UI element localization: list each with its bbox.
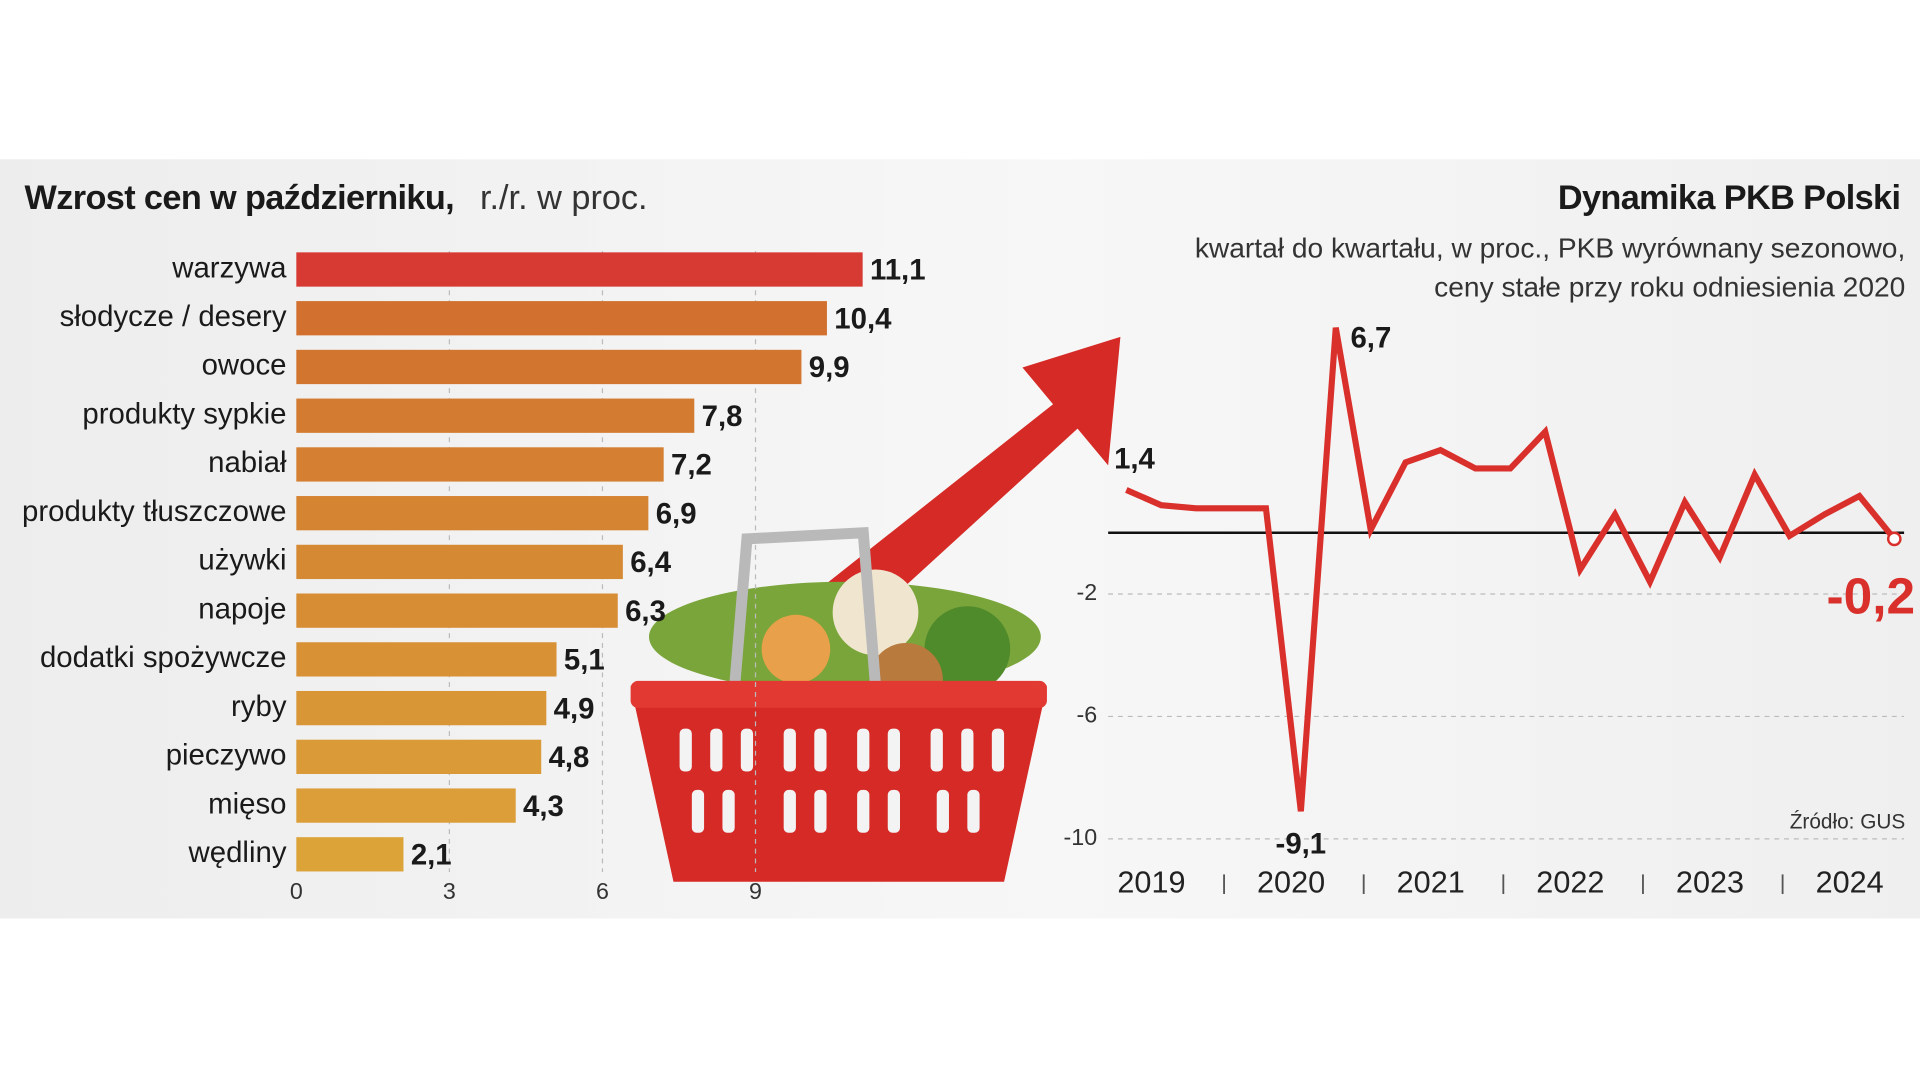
category-label: dodatki spożywcze — [40, 641, 287, 674]
value-label: 6,4 — [630, 546, 671, 579]
x-tick-label: 9 — [749, 878, 762, 904]
point — [1886, 531, 1902, 547]
x-tick-label: 2023 — [1676, 865, 1744, 899]
x-tick-label: 2021 — [1397, 865, 1465, 899]
bar — [296, 690, 547, 726]
bar — [296, 593, 618, 628]
category-label: produkty sypkie — [82, 397, 286, 430]
value-label: 4,3 — [523, 790, 564, 823]
y-tick-label: -10 — [1064, 824, 1098, 850]
x-tick-label: 3 — [443, 878, 456, 904]
bar — [296, 252, 863, 287]
x-tick-label: 2022 — [1536, 865, 1604, 899]
bar — [296, 739, 542, 774]
bar — [296, 642, 557, 677]
bar — [296, 398, 695, 433]
x-tick-label: 0 — [290, 878, 303, 904]
value-label: 1,4 — [1114, 442, 1155, 475]
category-label: nabiał — [208, 446, 287, 479]
x-tick-label: 2020 — [1257, 865, 1325, 899]
value-label: 10,4 — [834, 302, 892, 335]
category-label: używki — [198, 544, 286, 577]
bar — [296, 301, 827, 336]
category-label: owoce — [202, 349, 287, 382]
y-tick-label: -2 — [1076, 579, 1097, 605]
line-title: Dynamika PKB Polski — [1558, 179, 1901, 217]
source: Źródło: GUS — [1790, 810, 1906, 833]
value-label: 7,2 — [671, 449, 712, 482]
bar — [296, 544, 623, 580]
value-label: 2,1 — [411, 839, 452, 872]
category-label: mięso — [208, 787, 286, 820]
category-label: produkty tłuszczowe — [22, 495, 287, 528]
bar-title: Wzrost cen w październiku, — [24, 179, 454, 217]
bar — [296, 788, 516, 823]
line-subtitle: ceny stałe przy roku odniesienia 2020 — [1434, 272, 1905, 303]
value-label: -0,2 — [1827, 567, 1916, 625]
category-label: słodycze / desery — [60, 300, 287, 333]
line-subtitle: kwartał do kwartału, w proc., PKB wyrówn… — [1195, 232, 1905, 263]
value-label: 4,9 — [554, 692, 595, 725]
value-label: 6,9 — [656, 497, 697, 530]
category-label: pieczywo — [166, 739, 287, 772]
value-label: 11,1 — [870, 254, 926, 287]
bar — [296, 447, 664, 482]
category-label: ryby — [231, 690, 287, 723]
illustration — [630, 336, 1121, 882]
category-label: wędliny — [188, 836, 287, 869]
line — [1125, 327, 1897, 812]
value-label: 7,8 — [702, 400, 743, 433]
category-label: warzywa — [171, 251, 287, 284]
bar — [296, 349, 802, 385]
category-label: napoje — [198, 592, 286, 625]
value-label: 9,9 — [809, 351, 850, 384]
x-tick-label: 6 — [596, 878, 609, 904]
value-label: 5,1 — [564, 644, 605, 677]
value-label: 6,7 — [1350, 322, 1391, 355]
y-tick-label: -6 — [1076, 702, 1097, 728]
bar-subtitle: r./r. w proc. — [480, 179, 648, 217]
bar — [296, 837, 404, 872]
bar — [296, 496, 649, 531]
value-label: 4,8 — [549, 741, 590, 774]
value-label: 6,3 — [625, 595, 666, 628]
x-tick-label: 2019 — [1117, 865, 1185, 899]
x-tick-label: 2024 — [1816, 865, 1884, 899]
value-label: -9,1 — [1276, 827, 1327, 860]
